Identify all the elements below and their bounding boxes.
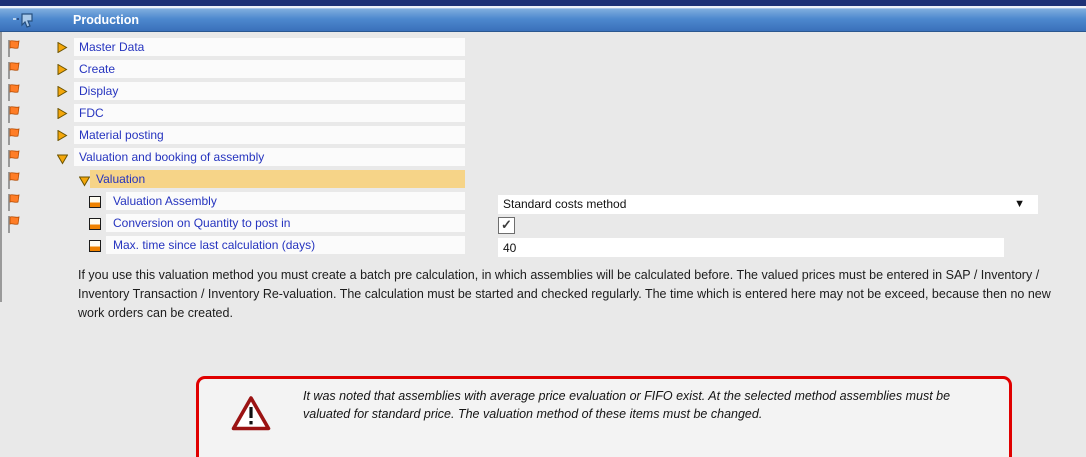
conversion-quantity-checkbox[interactable]: ✓ xyxy=(498,217,515,234)
tree-item-label[interactable]: Valuation and booking of assembly xyxy=(74,148,465,166)
flag-icon xyxy=(8,84,20,101)
flag-icon xyxy=(8,106,20,123)
expand-arrow-icon[interactable] xyxy=(57,42,68,53)
flag-icon xyxy=(8,128,20,145)
setting-row-valuation-assembly[interactable]: Valuation Assembly xyxy=(0,192,1086,212)
tree-left-border xyxy=(0,32,2,302)
tree-item-display[interactable]: Display xyxy=(0,82,1086,102)
checkmark-icon: ✓ xyxy=(501,217,512,232)
chevron-down-icon[interactable]: ▼ xyxy=(1014,198,1025,210)
warning-triangle-icon xyxy=(231,395,271,437)
tree-item-valuation-selected[interactable]: Valuation xyxy=(0,170,1086,190)
page-title: Production xyxy=(73,13,139,27)
leaf-node-icon xyxy=(89,218,101,230)
tree-item-create[interactable]: Create xyxy=(0,60,1086,80)
setting-label: Max. time since last calculation (days) xyxy=(106,236,465,254)
expand-arrow-icon[interactable] xyxy=(57,64,68,75)
section-header: Production xyxy=(0,8,1086,32)
warning-box: It was noted that assemblies with averag… xyxy=(196,376,1012,457)
tree-item-label[interactable]: Master Data xyxy=(74,38,465,56)
dropdown-selected-value: Standard costs method xyxy=(503,197,627,211)
leaf-node-icon xyxy=(89,196,101,208)
setting-row-max-time[interactable]: Max. time since last calculation (days) xyxy=(0,236,1086,256)
flag-icon xyxy=(8,62,20,79)
header-divider xyxy=(0,6,1086,8)
setting-label: Conversion on Quantity to post in xyxy=(106,214,465,232)
tree-item-material-posting[interactable]: Material posting xyxy=(0,126,1086,146)
expand-arrow-icon[interactable] xyxy=(57,86,68,97)
flag-icon xyxy=(8,150,20,167)
tree-item-label[interactable]: Display xyxy=(74,82,465,100)
leaf-node-icon xyxy=(89,240,101,252)
window-top-strip xyxy=(0,0,1086,6)
tree-item-fdc[interactable]: FDC xyxy=(0,104,1086,124)
collapse-arrow-icon[interactable] xyxy=(57,154,68,165)
tree-item-label[interactable]: Create xyxy=(74,60,465,78)
help-text: If you use this valuation method you mus… xyxy=(78,268,1051,320)
pointer-link-icon xyxy=(12,12,38,35)
warning-message: It was noted that assemblies with averag… xyxy=(303,389,951,421)
flag-icon xyxy=(8,194,20,211)
flag-icon xyxy=(8,172,20,189)
max-time-input[interactable] xyxy=(498,238,1004,257)
tree-item-label[interactable]: Material posting xyxy=(74,126,465,144)
collapse-arrow-icon[interactable] xyxy=(79,176,90,187)
tree-item-label-selected[interactable]: Valuation xyxy=(90,170,465,188)
flag-icon xyxy=(8,216,20,233)
setting-label: Valuation Assembly xyxy=(106,192,465,210)
tree-item-valuation-and-booking[interactable]: Valuation and booking of assembly xyxy=(0,148,1086,168)
tree-item-master-data[interactable]: Master Data xyxy=(0,38,1086,58)
expand-arrow-icon[interactable] xyxy=(57,108,68,119)
setting-row-conversion-quantity[interactable]: Conversion on Quantity to post in xyxy=(0,214,1086,234)
flag-icon xyxy=(8,40,20,57)
expand-arrow-icon[interactable] xyxy=(57,130,68,141)
tree-item-label[interactable]: FDC xyxy=(74,104,465,122)
valuation-method-dropdown[interactable]: Standard costs method ▼ xyxy=(498,195,1038,214)
